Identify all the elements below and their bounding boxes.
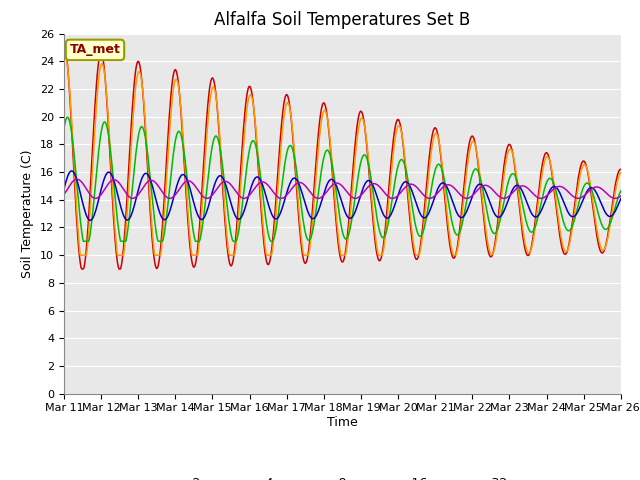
-2cm	[78, 266, 86, 272]
-8cm	[79, 239, 87, 244]
-2cm	[566, 232, 574, 238]
-8cm	[335, 212, 343, 217]
-2cm	[444, 224, 451, 229]
-32cm	[389, 195, 397, 201]
-2cm	[60, 42, 68, 48]
-32cm	[60, 192, 68, 197]
-32cm	[74, 176, 81, 182]
-2cm	[207, 78, 215, 84]
Line: -32cm: -32cm	[64, 179, 621, 198]
-32cm	[207, 193, 215, 199]
-8cm	[390, 188, 397, 193]
-8cm	[617, 188, 625, 194]
-16cm	[617, 196, 625, 202]
-8cm	[184, 181, 191, 187]
-4cm	[184, 205, 191, 211]
-8cm	[208, 146, 216, 152]
-16cm	[445, 187, 452, 193]
Line: -2cm: -2cm	[64, 45, 621, 269]
-4cm	[335, 242, 343, 248]
-32cm	[612, 195, 620, 201]
-2cm	[183, 204, 191, 210]
Line: -16cm: -16cm	[64, 171, 621, 220]
-16cm	[568, 214, 575, 219]
-32cm	[444, 182, 451, 188]
-32cm	[566, 191, 574, 197]
-32cm	[617, 193, 625, 199]
-8cm	[63, 114, 71, 120]
X-axis label: Time: Time	[327, 416, 358, 429]
-2cm	[389, 143, 397, 149]
Legend: -2cm, -4cm, -8cm, -16cm, -32cm: -2cm, -4cm, -8cm, -16cm, -32cm	[152, 472, 532, 480]
-32cm	[183, 178, 191, 184]
-16cm	[390, 206, 397, 212]
-16cm	[184, 179, 191, 184]
-4cm	[390, 149, 397, 155]
-8cm	[445, 199, 452, 205]
Text: TA_met: TA_met	[70, 43, 120, 56]
-2cm	[617, 167, 625, 172]
-16cm	[60, 186, 68, 192]
Y-axis label: Soil Temperature (C): Soil Temperature (C)	[22, 149, 35, 278]
-4cm	[61, 53, 68, 59]
-16cm	[86, 217, 94, 223]
-4cm	[568, 232, 575, 238]
-16cm	[335, 191, 343, 197]
-4cm	[76, 252, 84, 258]
Title: Alfalfa Soil Temperatures Set B: Alfalfa Soil Temperatures Set B	[214, 11, 470, 29]
-16cm	[208, 192, 216, 197]
-4cm	[208, 87, 216, 93]
-4cm	[445, 222, 452, 228]
-32cm	[335, 180, 342, 186]
-8cm	[568, 225, 575, 231]
-16cm	[68, 168, 76, 174]
Line: -8cm: -8cm	[64, 117, 621, 241]
-4cm	[617, 169, 625, 175]
-4cm	[60, 54, 68, 60]
-2cm	[335, 243, 342, 249]
Line: -4cm: -4cm	[64, 56, 621, 255]
-8cm	[60, 125, 68, 131]
